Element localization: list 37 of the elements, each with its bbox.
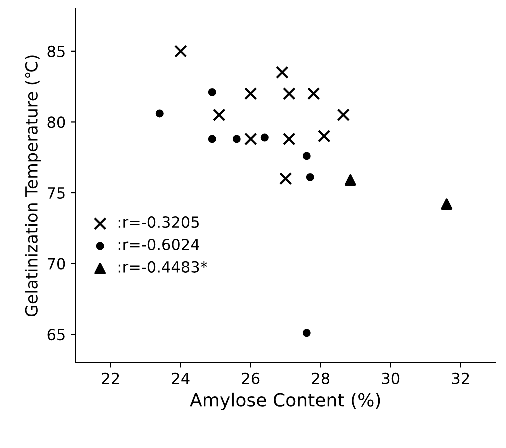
y-tick-label: 80 [48, 116, 66, 128]
legend-label: :r=-0.6024 [118, 238, 200, 251]
y-tick-label: 75 [48, 188, 65, 200]
point [244, 87, 258, 100]
point [306, 173, 314, 182]
point [282, 87, 296, 100]
point [156, 110, 164, 118]
point [208, 135, 216, 144]
x-tick-label: 32 [452, 372, 470, 384]
x-tick-label: 30 [382, 372, 400, 384]
y-tick-label: 70 [48, 258, 66, 270]
x-axis-title: Amylose Content (%) [190, 392, 380, 410]
x-tick-label: 28 [312, 372, 330, 384]
point [307, 87, 320, 100]
point [318, 130, 331, 143]
point [174, 45, 188, 58]
point [276, 66, 289, 80]
point [302, 152, 311, 160]
y-tick-label: 65 [48, 329, 65, 341]
point [208, 88, 216, 96]
legend-label: :r=-0.3205 [118, 216, 200, 228]
x-tick-label: 22 [102, 372, 120, 384]
point [344, 174, 356, 186]
x-tick-label: 26 [242, 372, 260, 384]
point [337, 108, 350, 122]
x-tick-label: 24 [172, 372, 190, 384]
point [441, 198, 453, 210]
y-tick-label: 85 [48, 46, 65, 58]
point [244, 132, 258, 146]
point [282, 132, 296, 146]
point [260, 134, 269, 142]
point [279, 172, 292, 186]
point [212, 108, 226, 122]
legend-label: :r=-0.4483* [118, 261, 208, 273]
point [232, 135, 241, 144]
point [302, 329, 311, 338]
y-axis-title: Gelatinization Temperature (℃) [25, 56, 42, 317]
